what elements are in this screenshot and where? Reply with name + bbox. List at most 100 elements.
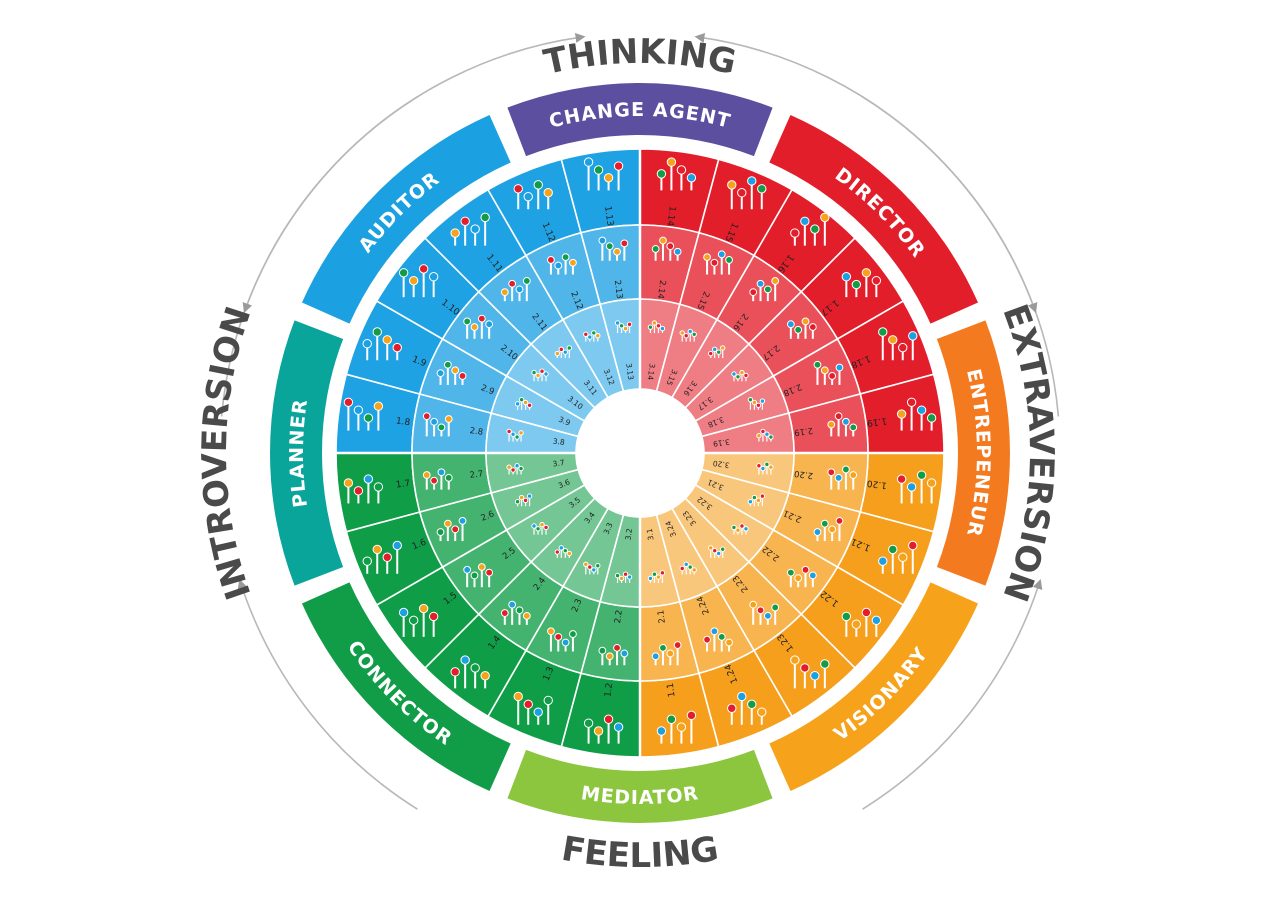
segment-code-label: 1.7	[395, 479, 411, 491]
segment-pin-markers	[756, 461, 774, 475]
segment-pin-markers	[896, 470, 937, 504]
type-band-auditor	[301, 114, 511, 324]
segment-pin-markers	[343, 474, 384, 504]
segment-pin-markers	[513, 691, 553, 725]
segment-pin-markers	[841, 607, 882, 637]
segment-pin-markers	[500, 277, 531, 302]
segment-pin-markers	[463, 563, 494, 588]
segment-pin-markers	[749, 277, 780, 302]
segment-code-label: 2.7	[469, 469, 484, 481]
segment-pin-markers	[727, 691, 767, 725]
segment-pin-markers	[547, 627, 577, 652]
segment-code-label: 3.2	[624, 528, 635, 541]
segment-code-label: 2.14	[655, 279, 667, 299]
segment-pin-markers	[731, 369, 749, 382]
segment-pin-markers	[656, 710, 697, 744]
segment-pin-markers	[513, 180, 553, 210]
segment-pin-markers	[598, 236, 629, 261]
segment-pin-markers	[343, 397, 384, 431]
type-band-planner	[270, 320, 344, 586]
segment-pin-markers	[827, 465, 858, 490]
segment-code-label: 2.8	[469, 426, 484, 438]
segment-code-label: 2.19	[793, 425, 813, 437]
segment-pin-markers	[506, 428, 524, 442]
segment-code-label: 1.19	[866, 415, 887, 428]
type-band-entrepeneur	[936, 320, 1010, 586]
segment-code-label: 3.8	[552, 437, 565, 448]
segment-pin-markers	[450, 212, 490, 246]
segment-pin-markers	[790, 212, 830, 246]
type-band-connector	[301, 582, 511, 792]
segment-code-label: 3.6	[557, 477, 572, 490]
segment-pin-markers	[647, 570, 666, 583]
segment-pin-markers	[583, 330, 601, 342]
arrow-feeling-to-introversion	[237, 578, 418, 810]
segment-pin-markers	[786, 317, 817, 339]
segment-pin-markers	[727, 176, 767, 210]
segment-pin-markers	[679, 561, 697, 575]
segment-pin-markers	[398, 603, 439, 637]
segment-code-label: 1.14	[664, 205, 677, 226]
segment-code-label: 2.3	[570, 597, 584, 613]
center-hole	[576, 389, 704, 517]
segment-pin-markers	[531, 368, 549, 382]
segment-code-label: 2.13	[612, 279, 624, 299]
segment-pin-markers	[436, 360, 467, 385]
segment-pin-markers	[747, 493, 766, 507]
segment-pin-markers	[362, 540, 402, 574]
segment-pin-markers	[708, 345, 726, 359]
segment-pin-markers	[598, 643, 629, 666]
segment-code-label: 1.8	[395, 416, 411, 428]
segment-pin-markers	[514, 396, 533, 410]
segment-pin-markers	[703, 250, 733, 275]
axis-label-introversion: INTROVERSION	[195, 302, 260, 605]
segment-pin-markers	[436, 516, 467, 542]
segment-pin-markers	[500, 600, 531, 625]
segment-code-label: 2.1	[656, 609, 668, 624]
segment-code-label: 2.9	[479, 383, 495, 397]
segment-pin-markers	[679, 328, 697, 342]
type-band-change-agent	[507, 83, 773, 157]
segment-code-label: 1.13	[602, 206, 615, 227]
segment-code-label: 1.2	[603, 682, 615, 698]
segment-pin-markers	[786, 565, 817, 588]
segment-pin-markers	[747, 396, 766, 410]
segment-pin-markers	[422, 468, 453, 490]
segment-rings: 1.11.21.31.41.51.61.71.81.91.101.111.121…	[335, 148, 945, 758]
segment-pin-markers	[790, 655, 830, 689]
segment-pin-markers	[583, 561, 601, 575]
segment-pin-markers	[731, 523, 749, 535]
segment-code-label: 3.13	[624, 363, 635, 381]
segment-code-label: 3.14	[646, 363, 657, 381]
type-band-director	[769, 114, 979, 324]
axis-label-feeling: FEELING	[559, 829, 721, 876]
axis-label-thinking: THINKING	[540, 32, 739, 83]
segment-code-label: 1.1	[666, 682, 678, 698]
segment-pin-markers	[547, 253, 577, 275]
segment-pin-markers	[656, 157, 697, 191]
segment-pin-markers	[896, 397, 937, 431]
segment-pin-markers	[506, 463, 524, 475]
segment-pin-markers	[878, 327, 918, 361]
segment-pin-markers	[398, 264, 439, 298]
segment-code-label: 3.20	[712, 459, 730, 470]
segment-pin-markers	[647, 320, 666, 334]
segment-pin-markers	[362, 327, 402, 361]
axis-arrows	[220, 32, 1060, 810]
segment-code-label: 3.7	[552, 458, 565, 469]
segment-pin-markers	[878, 540, 918, 574]
segment-code-label: 3.1	[645, 528, 656, 541]
segment-code-label: 2.2	[613, 609, 625, 624]
segment-code-label: 3.19	[712, 437, 730, 448]
segment-pin-markers	[614, 571, 633, 583]
segment-pin-markers	[554, 345, 572, 359]
segment-pin-markers	[614, 320, 633, 334]
segment-pin-markers	[749, 600, 780, 625]
segment-pin-markers	[463, 314, 494, 339]
segment-pin-markers	[841, 268, 882, 298]
segment-pin-markers	[583, 157, 624, 191]
segment-pin-markers	[531, 521, 549, 535]
arrow-thinking-to-extraversion	[862, 96, 1038, 314]
